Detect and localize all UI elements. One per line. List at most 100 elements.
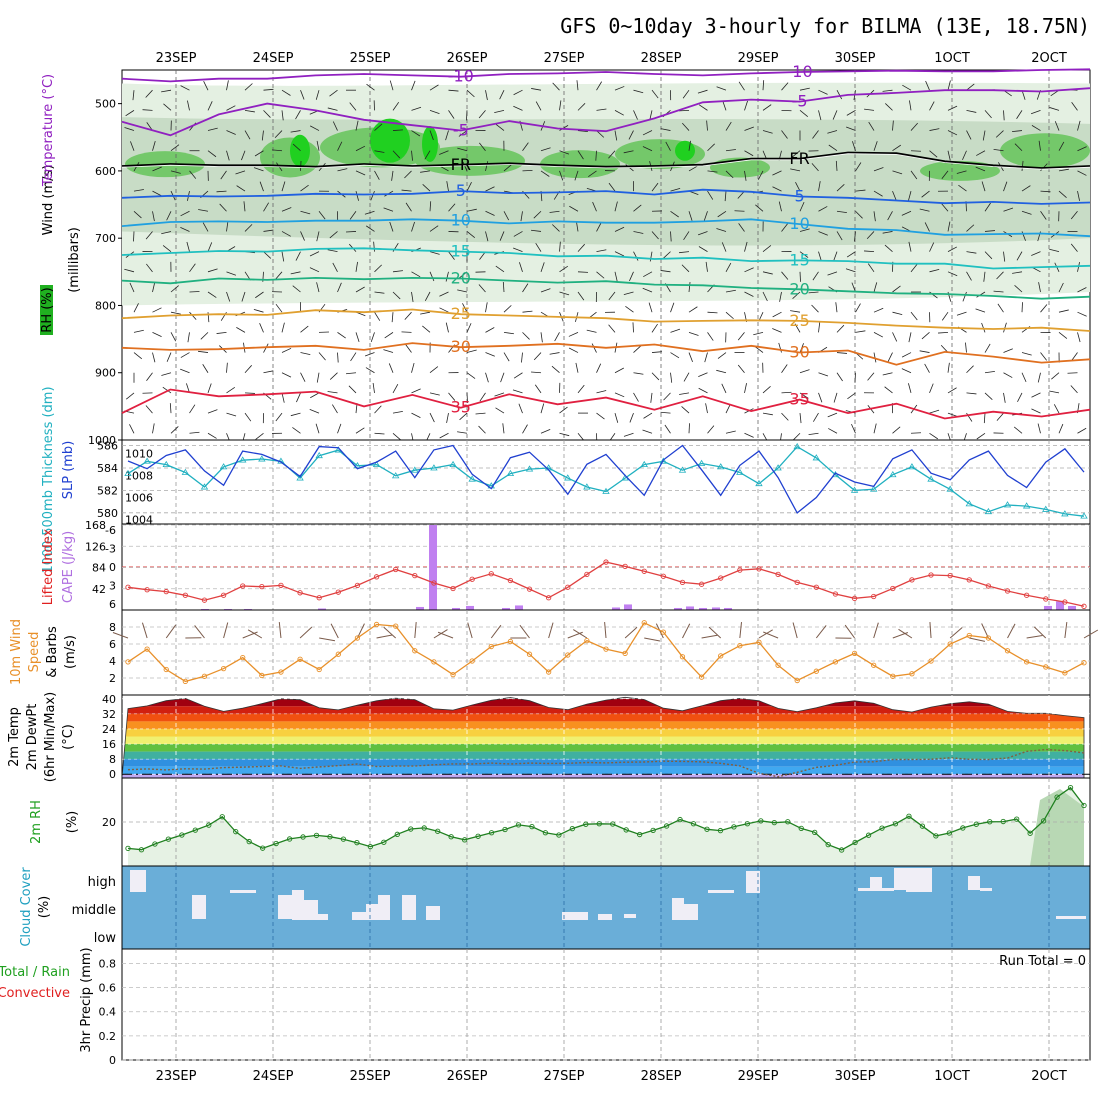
rh-line-point bbox=[650, 827, 656, 834]
wind-barb bbox=[576, 221, 579, 232]
thickness-line-point bbox=[1061, 510, 1069, 517]
wind-barb bbox=[873, 423, 877, 434]
wind-barb bbox=[799, 392, 809, 399]
thickness-tick-label: 582 bbox=[97, 484, 118, 497]
wind-barb bbox=[614, 412, 619, 423]
wind-barb bbox=[355, 190, 359, 201]
thickness-line-point bbox=[391, 472, 400, 479]
wind-barb bbox=[892, 332, 898, 342]
rh-line-point bbox=[812, 829, 818, 835]
wind-barb bbox=[512, 389, 523, 394]
cloud-block bbox=[894, 868, 908, 890]
wind-barb bbox=[170, 170, 181, 174]
wind-barb bbox=[799, 110, 809, 117]
wind-barb bbox=[411, 106, 422, 111]
wind-barb bbox=[1058, 282, 1064, 293]
rh-line-point bbox=[771, 820, 777, 826]
wind-ylabel-2: Speed bbox=[27, 632, 42, 673]
wind-speed-line-point bbox=[316, 666, 322, 673]
wind-barb bbox=[799, 201, 805, 212]
wind-barb bbox=[316, 140, 320, 151]
wind-barb bbox=[882, 231, 893, 234]
temp-band bbox=[122, 698, 1084, 707]
wind-barb bbox=[799, 271, 801, 282]
wind-barb bbox=[503, 352, 510, 362]
wind-barb bbox=[873, 141, 878, 151]
wind-barb bbox=[790, 310, 801, 313]
thickness-line-point bbox=[449, 460, 457, 468]
wind-barb bbox=[253, 309, 264, 313]
ua-ylabel-units: (millibars) bbox=[67, 227, 82, 293]
wind-barb bbox=[755, 204, 764, 212]
wind-barb bbox=[422, 325, 431, 333]
li-line-point bbox=[832, 591, 839, 597]
wind-barb bbox=[595, 150, 597, 161]
wind-barb bbox=[982, 130, 986, 141]
wind-barb bbox=[818, 392, 823, 403]
li-line-point bbox=[737, 567, 743, 573]
wind-barb bbox=[818, 251, 822, 262]
wind-barb bbox=[133, 329, 144, 333]
wind-barb bbox=[295, 251, 301, 261]
wind-barb bbox=[921, 190, 930, 198]
wind-barb bbox=[1003, 348, 1013, 353]
wind-barb bbox=[577, 384, 585, 394]
surface-wind-barb bbox=[624, 626, 638, 639]
li-line-point bbox=[603, 559, 609, 565]
wind-barb bbox=[651, 182, 659, 192]
wind-barb bbox=[329, 89, 338, 97]
wind-barb bbox=[540, 262, 545, 272]
wind-barb bbox=[422, 183, 431, 192]
wind-barb bbox=[772, 170, 782, 176]
wind-barb bbox=[226, 412, 237, 417]
wind-barb bbox=[207, 101, 213, 111]
li-line-point bbox=[182, 592, 189, 598]
wind-barb bbox=[244, 412, 252, 422]
wind-barb bbox=[479, 392, 486, 402]
wind-barb bbox=[152, 332, 162, 337]
li-line-point bbox=[545, 595, 552, 601]
wind-barb bbox=[332, 404, 338, 414]
wind-barb bbox=[799, 413, 802, 424]
rh-line-point bbox=[125, 845, 131, 852]
precip-tick-label: 0.6 bbox=[99, 982, 117, 995]
bottom-date-label: 1OCT bbox=[934, 1069, 970, 1084]
wind-barb bbox=[374, 150, 385, 153]
wind-barb bbox=[145, 231, 153, 240]
rh-line-point bbox=[1081, 802, 1087, 809]
wind-barb bbox=[596, 81, 602, 91]
wind-barb bbox=[679, 251, 690, 254]
wind-speed-line-point bbox=[297, 656, 303, 662]
cloud-level-label: high bbox=[88, 875, 116, 890]
wind-barb bbox=[929, 409, 940, 414]
wind-barb bbox=[349, 211, 357, 220]
wind-barb bbox=[458, 271, 468, 279]
thickness-line-point bbox=[793, 442, 801, 450]
wind-barb bbox=[792, 432, 801, 441]
wind-barb bbox=[681, 406, 690, 414]
wind-barb bbox=[200, 332, 209, 340]
surface-wind-barb bbox=[758, 629, 773, 639]
wind-barb bbox=[503, 164, 512, 172]
slp-line bbox=[127, 444, 1085, 514]
isotherm-label: -10 bbox=[448, 67, 474, 86]
wind-barb bbox=[133, 189, 144, 192]
wind-barb bbox=[1077, 120, 1081, 131]
wind-barb bbox=[811, 163, 819, 172]
isotherm-label: 10 bbox=[451, 211, 471, 230]
wind-barb bbox=[818, 231, 828, 236]
wind-barb bbox=[846, 126, 856, 131]
wind-barb bbox=[633, 89, 644, 94]
surface-wind-barb bbox=[247, 629, 263, 639]
wind-barb bbox=[725, 403, 731, 414]
wind-barb bbox=[1058, 190, 1067, 198]
bottom-date-label: 23SEP bbox=[156, 1069, 197, 1084]
wind-barb bbox=[984, 202, 991, 212]
wind-barb bbox=[318, 352, 326, 361]
wind-barb bbox=[207, 242, 213, 252]
wind-barb bbox=[466, 89, 475, 98]
rh-line-point bbox=[286, 836, 293, 842]
cloud-block bbox=[858, 888, 870, 891]
thickness-line-point bbox=[525, 465, 534, 472]
rh-line-point bbox=[610, 821, 616, 827]
